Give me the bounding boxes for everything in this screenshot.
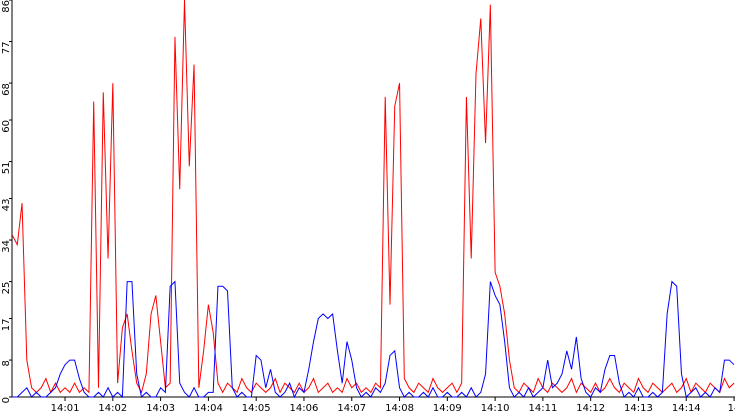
y-tick-label: 8 xyxy=(1,360,12,366)
y-tick-label: 86 xyxy=(1,0,12,13)
x-tick-label: 14:10 xyxy=(481,403,510,414)
y-tick-label: 0 xyxy=(1,397,12,403)
y-tick-label: 34 xyxy=(1,240,12,253)
x-tick-label: 14:13 xyxy=(624,403,653,414)
series-line xyxy=(12,280,735,399)
y-tick-label: 68 xyxy=(1,83,12,96)
y-tick-label: 43 xyxy=(1,199,12,212)
x-tick-label: 14:03 xyxy=(146,403,175,414)
x-tick-label: 14:07 xyxy=(337,403,366,414)
x-tick-label: 14:04 xyxy=(194,403,223,414)
x-tick-label: 14:01 xyxy=(51,403,80,414)
x-tick-label: 14:06 xyxy=(290,403,319,414)
x-tick-label: 14:09 xyxy=(433,403,462,414)
y-tick-label: 77 xyxy=(1,42,12,55)
y-tick-label: 51 xyxy=(1,162,12,175)
x-tick-label: 14:08 xyxy=(385,403,414,414)
y-tick-label: 60 xyxy=(1,120,12,133)
y-tick-label: 25 xyxy=(1,282,12,295)
x-tick-label: 14:02 xyxy=(98,403,127,414)
x-tick-label: 14:11 xyxy=(528,403,557,414)
x-tick-label: 14:05 xyxy=(242,403,271,414)
x-tick-label: 14 xyxy=(728,403,735,414)
x-tick-label: 14:14 xyxy=(672,403,701,414)
x-tick-label: 14:12 xyxy=(576,403,605,414)
series-line xyxy=(12,0,735,394)
y-tick-label: 17 xyxy=(1,319,12,332)
